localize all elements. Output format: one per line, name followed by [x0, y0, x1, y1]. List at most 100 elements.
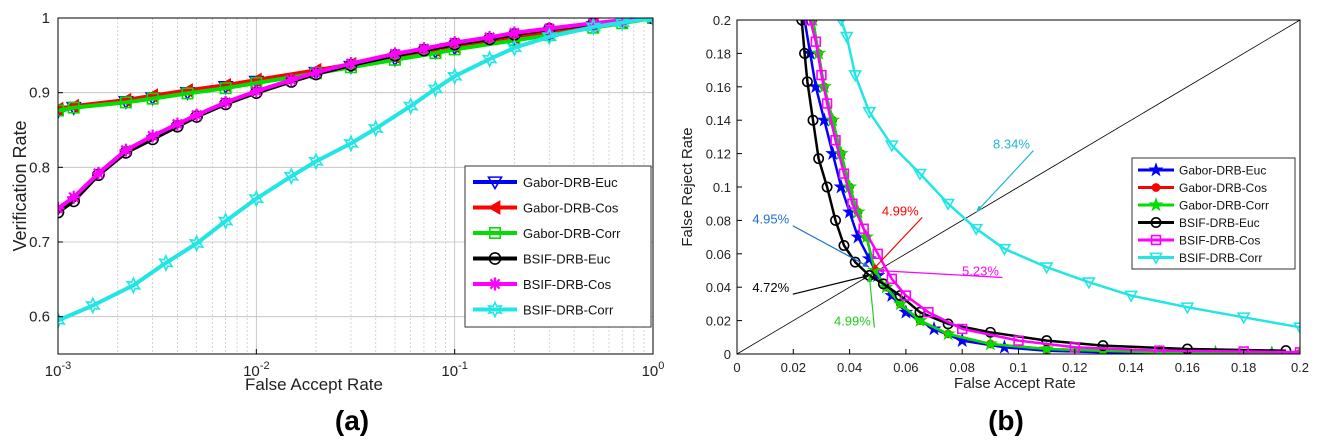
data-point-BSIF-DRB-Cos-stroke: [508, 27, 520, 39]
data-point-BSIF-DRB-Cos: [417, 42, 431, 56]
data-point-BSIF-DRB-Euc: [799, 47, 811, 59]
x-tick-label-b: 0.2: [1291, 360, 1309, 375]
data-point-BSIF-DRB-Corr: [1039, 262, 1054, 275]
data-point-Gabor-DRB-Corr: [181, 87, 194, 100]
data-point-Gabor-DRB-Corr: [940, 326, 956, 341]
data-point-BSIF-DRB-Cos-stroke: [58, 203, 64, 210]
data-point-BSIF-DRB-Corr: [1124, 290, 1138, 303]
data-point-BSIF-DRB-Cos-stroke: [345, 58, 357, 69]
y-tick-label-b: 0.18: [706, 46, 731, 61]
data-point-BSIF-DRB-Cos: [146, 129, 160, 143]
legend-a: Gabor-DRB-Euc Gabor-DRB-Cos Gabor-DRB-Corr…: [464, 165, 652, 328]
data-point-BSIF-DRB-Corr: [941, 198, 956, 211]
data-point-BSIF-DRB-Euc: [1097, 340, 1109, 352]
x-tick-label-a: 100: [642, 360, 665, 380]
legend-label-a: Gabor-DRB-Corr: [523, 226, 621, 241]
data-point-BSIF-DRB-Corr: [506, 38, 523, 57]
legend-label-b: BSIF-DRB-Euc: [1179, 216, 1260, 230]
data-point-BSIF-DRB-Cos-stroke: [68, 191, 80, 203]
data-point-BSIF-DRB-Cos: [900, 290, 912, 301]
annotation-arrow: [868, 275, 876, 328]
panel-label-b: (b): [988, 405, 1024, 436]
legend-marker-b: [1150, 217, 1162, 228]
data-point-BSIF-DRB-Cos: [249, 84, 263, 98]
data-point-BSIF-DRB-Corr: [427, 79, 444, 99]
annotation-arrow: [877, 269, 1003, 279]
data-point-BSIF-DRB-Euc: [801, 76, 813, 88]
data-point-BSIF-DRB-Euc: [796, 20, 808, 26]
data-point-BSIF-DRB-Corr: [402, 97, 419, 116]
data-point-BSIF-DRB-Corr: [862, 106, 877, 119]
data-point-BSIF-DRB-Corr: [188, 234, 205, 253]
data-point-BSIF-DRB-Corr: [217, 211, 234, 231]
data-point-BSIF-DRB-Cos-stroke: [418, 43, 430, 54]
data-point-BSIF-DRB-Cos: [1154, 345, 1165, 354]
data-point-Gabor-DRB-Corr: [912, 312, 928, 327]
annotation-label: 4.95%: [752, 212, 789, 227]
data-point-BSIF-DRB-Corr: [848, 70, 863, 83]
data-point-BSIF-DRB-Corr: [367, 119, 384, 138]
data-point-BSIF-DRB-Corr: [446, 67, 463, 86]
data-point-BSIF-DRB-Cos: [58, 201, 65, 215]
annotation-arrow: [871, 216, 923, 271]
data-point-BSIF-DRB-Cos-stroke: [172, 118, 183, 130]
annotation-arrow: [792, 225, 870, 268]
data-point-BSIF-DRB-Cos: [816, 69, 827, 81]
annotation-arrowhead: [872, 263, 879, 271]
legend-label-b: Gabor-DRB-Corr: [1179, 199, 1269, 213]
data-point-BSIF-DRB-Euc: [821, 181, 833, 193]
series-line-Gabor-DRB-Corr: [811, 20, 1300, 354]
annotation-label: 8.34%: [993, 137, 1030, 152]
data-point-BSIF-DRB-Euc: [813, 153, 825, 165]
data-point-BSIF-DRB-Cos-stroke: [147, 130, 159, 142]
y-axis-label-a: Verification Rate: [10, 120, 30, 251]
data-point-BSIF-DRB-Cos: [1013, 335, 1024, 346]
legend-label-a: Gabor-DRB-Euc: [523, 175, 618, 190]
data-point-BSIF-DRB-Cos: [388, 47, 402, 61]
legend-marker-a: [487, 200, 501, 215]
data-point-BSIF-DRB-Cos: [830, 135, 841, 146]
data-point-BSIF-DRB-Cos-stroke: [93, 167, 104, 179]
legend-box-a: [464, 165, 652, 328]
x-tick-label-b: 0.16: [1175, 360, 1200, 375]
annotations-b: 8.34% 4.95% 4.99% 5.23% 4.72% 4.99%: [752, 137, 1034, 329]
data-point-BSIF-DRB-Cos: [872, 248, 883, 259]
legend-box-b: [1131, 157, 1296, 270]
data-point-Gabor-DRB-Corr: [867, 262, 883, 277]
y-tick-label-a: 1: [42, 10, 50, 27]
data-point-BSIF-DRB-Cos: [119, 143, 133, 157]
data-point-BSIF-DRB-Cos-stroke: [250, 85, 262, 97]
annotation-label: 4.99%: [834, 314, 871, 329]
data-point-BSIF-DRB-Corr: [837, 20, 846, 28]
x-tick-label-b: 0.18: [1231, 360, 1256, 375]
data-point-BSIF-DRB-Euc: [1280, 345, 1292, 354]
data-point-Gabor-DRB-Corr: [219, 82, 232, 95]
panel-label-a: (a): [335, 405, 369, 436]
data-point-BSIF-DRB-Cos: [448, 36, 462, 50]
y-tick-label-b: 0.02: [706, 314, 731, 329]
data-point-BSIF-DRB-Corr: [997, 243, 1012, 256]
legend-marker-a-stroke: [489, 278, 501, 290]
data-point-BSIF-DRB-Cos-stroke: [58, 206, 64, 214]
data-point-Gabor-DRB-Corr: [67, 101, 80, 114]
legend-label-b: BSIF-DRB-Corr: [1179, 251, 1262, 265]
y-tick-label-b: 0.16: [706, 80, 731, 95]
data-point-BSIF-DRB-Cos: [923, 307, 934, 318]
data-point-BSIF-DRB-Cos: [170, 117, 184, 131]
x-tick-label-b: 0.1: [1009, 360, 1027, 375]
x-tick-label-exponent: 0: [658, 360, 664, 372]
y-tick-label-b: 0.08: [706, 213, 731, 228]
y-tick-label-b: 0: [724, 347, 731, 362]
data-point-BSIF-DRB-Corr: [884, 140, 899, 153]
x-tick-label-a: 10-1: [441, 360, 467, 380]
data-point-Gabor-DRB-Corr: [982, 336, 998, 351]
y-tick-label-b: 0.12: [706, 147, 731, 162]
data-point-BSIF-DRB-Corr: [585, 18, 602, 37]
series-line-BSIF-DRB-Corr: [840, 20, 1300, 329]
legend-marker-b: [1151, 183, 1161, 192]
data-point-BSIF-DRB-Corr: [1180, 302, 1195, 315]
x-tick-label-base: 10: [243, 363, 260, 380]
legend-marker-b: [1148, 197, 1164, 212]
